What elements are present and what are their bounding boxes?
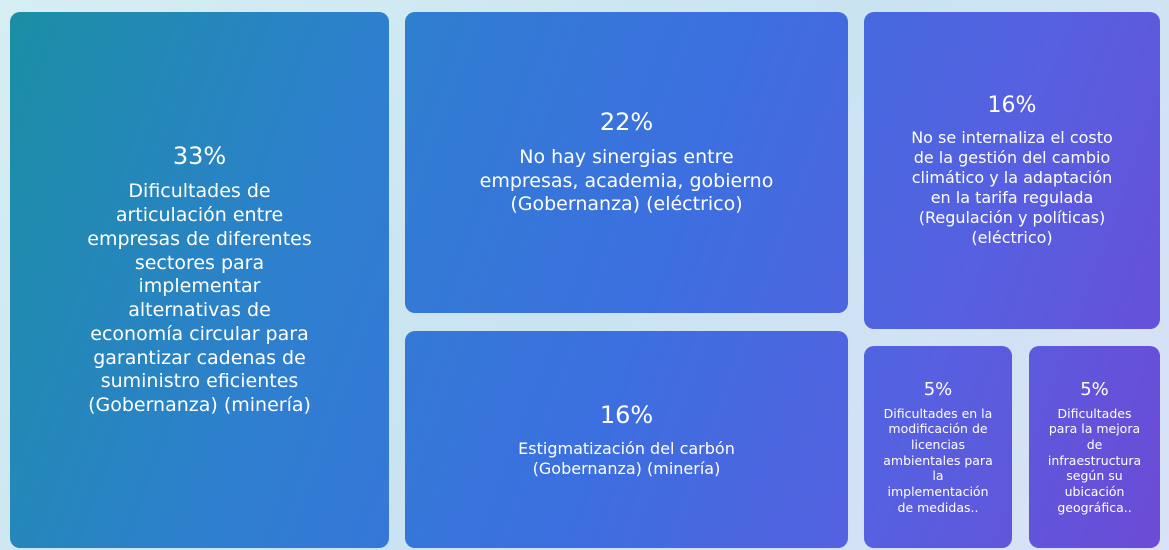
category-label: Dificultades en la modificación de licen… bbox=[883, 405, 993, 515]
category-label: Estigmatización del carbón (Gobernanza) … bbox=[518, 438, 735, 478]
treemap-tile: 33% Dificultades de articulación entre em… bbox=[10, 12, 389, 548]
treemap-tile: 16% Estigmatización del carbón (Gobernanz… bbox=[405, 331, 848, 548]
category-label: Dificultades para la mejora de infraestr… bbox=[1047, 405, 1142, 515]
category-label: No hay sinergias entre empresas, academi… bbox=[479, 145, 774, 216]
value-label: 16% bbox=[987, 93, 1037, 118]
value-label: 22% bbox=[599, 107, 654, 136]
treemap-tile: 22% No hay sinergias entre empresas, acad… bbox=[405, 12, 848, 313]
value-label: 33% bbox=[172, 142, 227, 171]
value-label: 5% bbox=[923, 378, 953, 400]
value-label: 5% bbox=[1080, 378, 1109, 400]
category-label: Dificultades de articulación entre empre… bbox=[87, 180, 312, 416]
treemap-tile: 16% No se internaliza el costo de la gest… bbox=[864, 12, 1160, 329]
category-label: No se internaliza el costo de la gestión… bbox=[911, 128, 1113, 247]
treemap-tile: 5% Dificultades en la modificación de lic… bbox=[864, 346, 1012, 548]
treemap-tile: 5% Dificultades para la mejora de infraes… bbox=[1029, 346, 1160, 548]
value-label: 16% bbox=[599, 400, 654, 429]
